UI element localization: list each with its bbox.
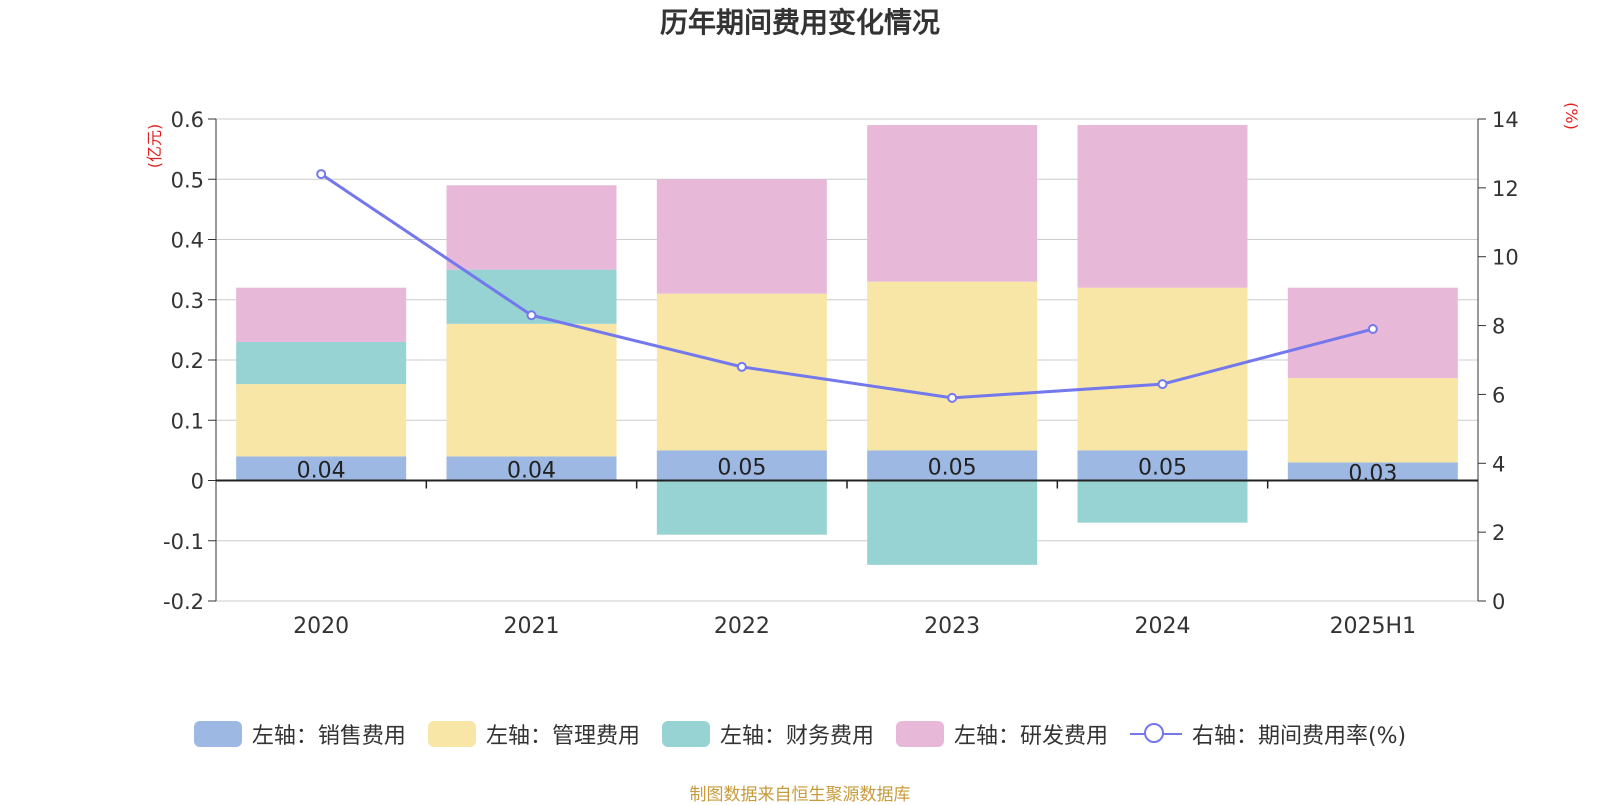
- left-axis-tick-label: -0.1: [163, 530, 204, 554]
- category-label: 2020: [293, 614, 349, 639]
- legend: 左轴：销售费用 左轴：管理费用 左轴：财务费用 左轴：研发费用 右轴：期间费用率…: [0, 718, 1600, 750]
- expense-ratio-point: [526, 310, 537, 321]
- expense-ratio-point: [736, 361, 747, 372]
- legend-swatch-sales: [193, 721, 242, 747]
- expense-ratio-point: [947, 392, 958, 403]
- right-axis-tick-label: 4: [1492, 452, 1505, 476]
- bar-segment: [1077, 125, 1248, 288]
- category-label: 2021: [504, 614, 560, 639]
- bar-segment: [236, 287, 407, 342]
- bar-value-label: 0.05: [717, 455, 766, 480]
- legend-swatch-rnd: [895, 721, 944, 747]
- bar-segment: [236, 456, 407, 481]
- expense-ratio-line: [320, 172, 1374, 400]
- legend-item-rnd[interactable]: 左轴：研发费用: [895, 718, 1108, 750]
- left-axis-tick-label: 0.5: [171, 168, 204, 192]
- bar-segment: [867, 125, 1038, 282]
- expense-ratio-point: [1367, 324, 1378, 335]
- legend-label-expense-ratio: 右轴：期间费用率(%): [1191, 724, 1407, 749]
- right-axis-tick-label: 14: [1492, 108, 1519, 132]
- legend-item-sales[interactable]: 左轴：销售费用: [193, 718, 406, 750]
- legend-item-finance[interactable]: 左轴：财务费用: [661, 718, 874, 750]
- bar-value-label: 0.05: [1138, 455, 1187, 480]
- left-axis-tick-label: 0: [191, 470, 204, 494]
- bar-segment: [867, 281, 1038, 451]
- left-axis-tick-label: 0.4: [171, 229, 204, 253]
- legend-swatch-admin: [427, 721, 476, 747]
- left-axis-tick-label: 0.2: [171, 349, 204, 373]
- bar-segment: [1077, 480, 1248, 523]
- bar-value-label: 0.04: [297, 458, 346, 483]
- bar-value-label: 0.03: [1348, 461, 1397, 486]
- bar-series: [236, 125, 1458, 565]
- source-note: 制图数据来自恒生聚源数据库: [689, 785, 911, 805]
- category-label: 2023: [924, 614, 980, 639]
- right-axis-tick-label: 12: [1492, 177, 1519, 201]
- right-axis-tick-label: 0: [1492, 590, 1505, 614]
- legend-label-finance: 左轴：财务费用: [719, 724, 874, 749]
- bar-value-label: 0.04: [507, 458, 556, 483]
- right-axis-tick-label: 2: [1492, 521, 1505, 545]
- left-axis-tick-label: 0.6: [171, 108, 204, 132]
- bar-segment: [1287, 378, 1458, 463]
- left-axis-tick-label: 0.3: [171, 289, 204, 313]
- right-axis-tick-label: 8: [1492, 315, 1505, 339]
- bar-segment: [656, 480, 827, 535]
- left-axis-unit: (亿元): [145, 124, 164, 169]
- bar-segment: [656, 179, 827, 294]
- bar-segment: [656, 293, 827, 451]
- right-axis-unit: (%): [1562, 102, 1581, 130]
- bar-segment: [236, 341, 407, 385]
- legend-label-sales: 左轴：销售费用: [251, 724, 406, 749]
- gridlines: [216, 118, 1478, 602]
- expense-ratio-point: [1157, 379, 1168, 390]
- legend-label-rnd: 左轴：研发费用: [953, 724, 1108, 749]
- bar-segment: [446, 185, 617, 270]
- right-axis-tick-label: 6: [1492, 383, 1505, 407]
- expense-ratio-point: [316, 169, 327, 180]
- bar-segment: [236, 384, 407, 457]
- category-label: 2025H1: [1330, 614, 1417, 639]
- bar-value-label: 0.05: [928, 455, 977, 480]
- bar-segment: [446, 323, 617, 457]
- bar-segment: [446, 456, 617, 481]
- bar-segment: [656, 450, 827, 481]
- legend-item-admin[interactable]: 左轴：管理费用: [427, 718, 640, 750]
- bar-segment: [1077, 450, 1248, 481]
- data-labels: 0.04 0.04 0.05 0.05 0.05 0.03: [297, 455, 1398, 486]
- bar-segment: [1287, 462, 1458, 481]
- chart-title: 历年期间费用变化情况: [660, 6, 940, 39]
- category-label: 2024: [1135, 614, 1191, 639]
- legend-swatch-expense-ratio: [1129, 721, 1182, 747]
- right-axis-tick-label: 10: [1492, 246, 1519, 270]
- left-axis-tick-label: -0.2: [163, 590, 204, 614]
- line-series: [316, 169, 1378, 403]
- legend-label-admin: 左轴：管理费用: [485, 724, 640, 749]
- axes: -0.2 -0.1 0 0.1 0.2 0.3 0.4 0.5 0.6 0 2 4 6 8 10 12 14 20…: [163, 108, 1519, 639]
- bar-segment: [867, 450, 1038, 481]
- legend-item-expense-ratio[interactable]: 右轴：期间费用率(%): [1129, 718, 1407, 750]
- left-axis-tick-label: 0.1: [171, 409, 204, 433]
- bar-segment: [867, 480, 1038, 565]
- category-label: 2022: [714, 614, 770, 639]
- legend-swatch-finance: [661, 721, 710, 747]
